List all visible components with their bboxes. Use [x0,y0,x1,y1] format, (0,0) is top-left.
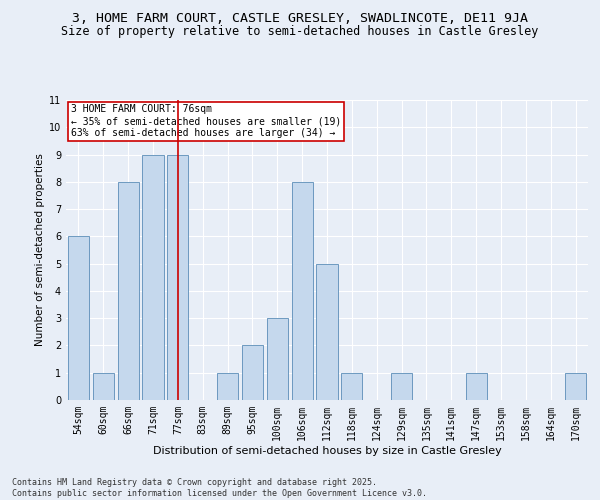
Y-axis label: Number of semi-detached properties: Number of semi-detached properties [35,154,45,346]
Bar [142,154,164,400]
Bar [242,346,263,400]
Bar [167,154,188,400]
Bar [292,182,313,400]
Text: Contains HM Land Registry data © Crown copyright and database right 2025.
Contai: Contains HM Land Registry data © Crown c… [12,478,427,498]
Bar [466,372,487,400]
Bar [391,372,412,400]
Text: Size of property relative to semi-detached houses in Castle Gresley: Size of property relative to semi-detach… [61,25,539,38]
Bar [267,318,288,400]
Text: 3 HOME FARM COURT: 76sqm
← 35% of semi-detached houses are smaller (19)
63% of s: 3 HOME FARM COURT: 76sqm ← 35% of semi-d… [71,104,341,138]
X-axis label: Distribution of semi-detached houses by size in Castle Gresley: Distribution of semi-detached houses by … [152,446,502,456]
Bar [316,264,338,400]
Bar [93,372,114,400]
Bar [565,372,586,400]
Bar [217,372,238,400]
Bar [68,236,89,400]
Text: 3, HOME FARM COURT, CASTLE GRESLEY, SWADLINCOTE, DE11 9JA: 3, HOME FARM COURT, CASTLE GRESLEY, SWAD… [72,12,528,26]
Bar [341,372,362,400]
Bar [118,182,139,400]
